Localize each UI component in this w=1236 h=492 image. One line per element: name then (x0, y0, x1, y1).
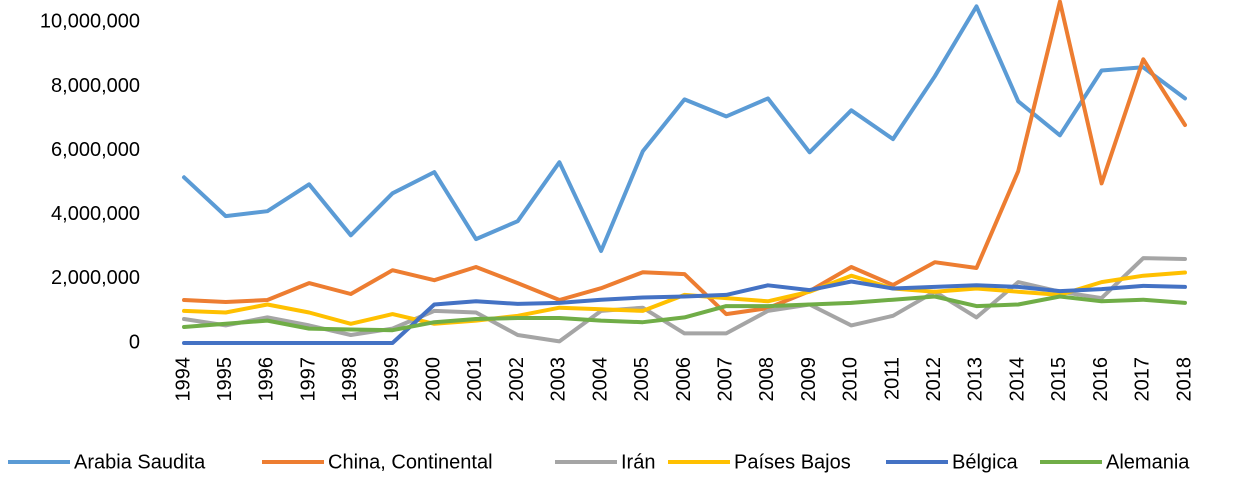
x-tick-label: 2006 (673, 357, 695, 402)
y-tick-label: 6,000,000 (51, 139, 140, 161)
legend-label: Bélgica (952, 451, 1018, 473)
x-tick-label: 2013 (965, 357, 987, 402)
legend-label: China, Continental (328, 451, 493, 473)
y-tick-label: 0 (129, 331, 140, 353)
x-tick-label: 2004 (589, 357, 611, 402)
x-tick-label: 2016 (1090, 357, 1112, 402)
x-tick-label: 1999 (381, 357, 403, 402)
y-tick-label: 8,000,000 (51, 75, 140, 97)
x-tick-label: 1995 (214, 357, 236, 402)
y-tick-label: 10,000,000 (40, 11, 140, 33)
x-tick-label: 2008 (756, 357, 778, 402)
legend-label: Países Bajos (734, 451, 851, 473)
x-tick-label: 2005 (631, 357, 653, 402)
series-line (182, 294, 1187, 333)
legend-label: Arabia Saudita (74, 451, 206, 473)
x-tick-label: 2012 (923, 357, 945, 402)
legend-label: Irán (621, 451, 655, 473)
x-tick-label: 1997 (297, 357, 319, 402)
x-tick-label: 2011 (881, 357, 903, 400)
x-tick-label: 2003 (548, 357, 570, 402)
y-tick-label: 2,000,000 (51, 267, 140, 289)
series-line (182, 256, 1187, 344)
x-tick-label: 1996 (256, 357, 278, 402)
x-tick-label: 2010 (840, 357, 862, 402)
x-tick-label: 1994 (172, 357, 194, 402)
series-line (182, 0, 1187, 317)
series-line (182, 4, 1187, 253)
x-tick-label: 2001 (464, 357, 486, 402)
y-tick-label: 4,000,000 (51, 203, 140, 225)
x-tick-label: 2007 (714, 357, 736, 402)
x-tick-label: 2000 (423, 357, 445, 402)
series-line (182, 279, 1187, 345)
legend-label: Alemania (1106, 451, 1190, 473)
x-tick-label: 2015 (1048, 357, 1070, 402)
x-tick-label: 2014 (1006, 357, 1028, 402)
x-tick-label: 2017 (1132, 357, 1154, 402)
x-tick-label: 2002 (506, 357, 528, 402)
x-tick-label: 2018 (1173, 357, 1195, 402)
x-tick-label: 1998 (339, 357, 361, 402)
x-tick-label: 2009 (798, 357, 820, 402)
